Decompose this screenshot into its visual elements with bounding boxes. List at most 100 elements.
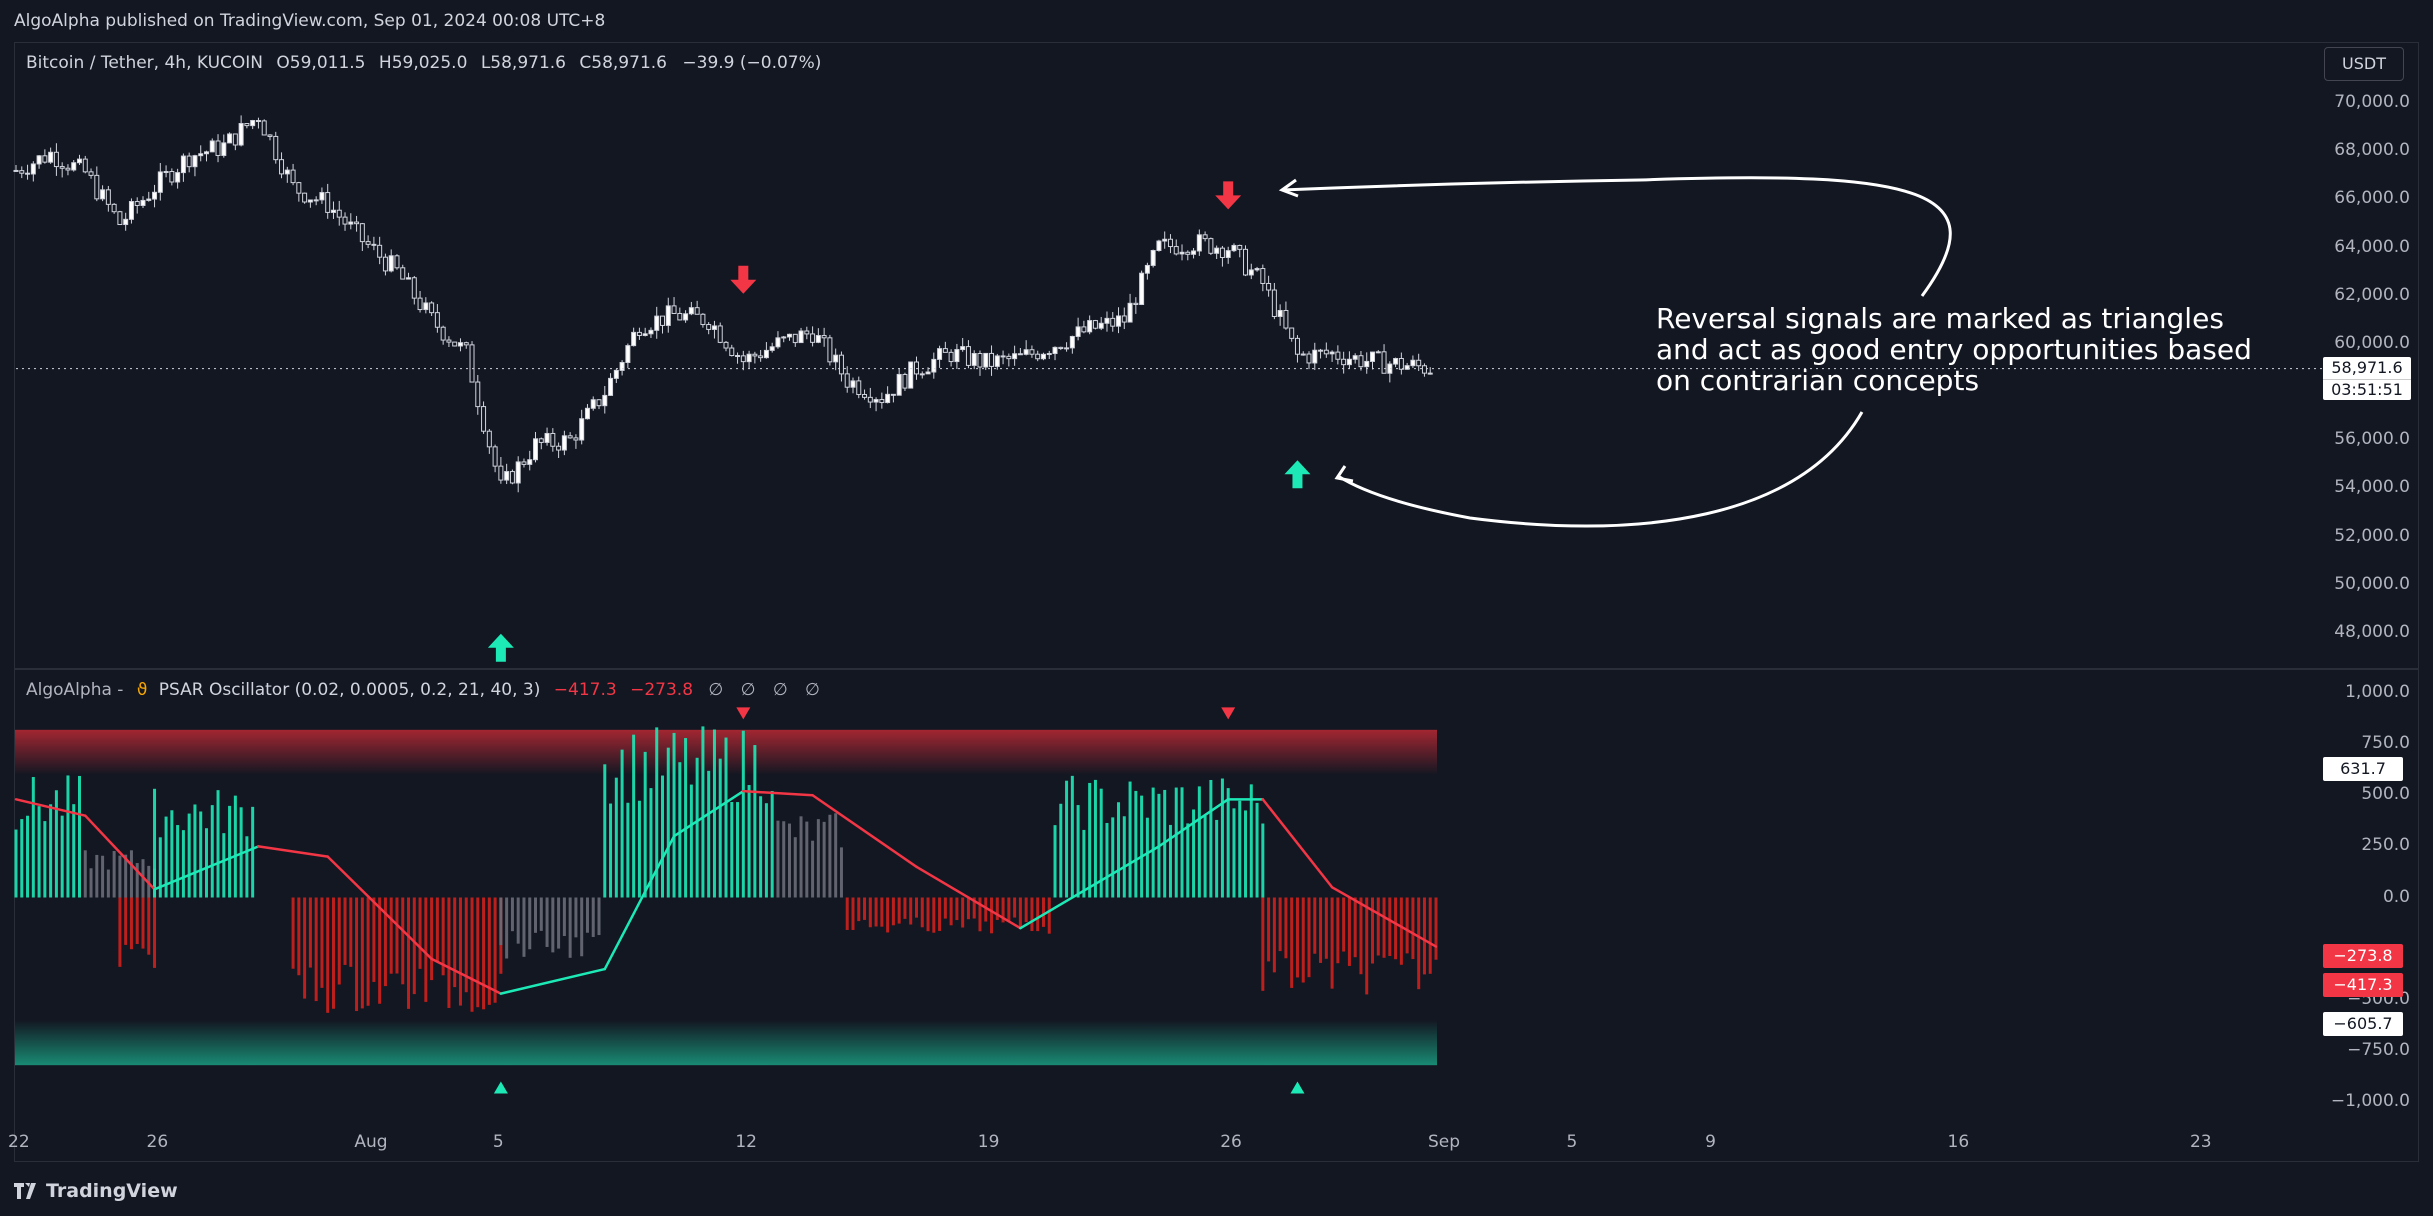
oscillator-bar xyxy=(360,897,364,1009)
oscillator-bar xyxy=(966,897,970,920)
oscillator-bar xyxy=(955,897,959,921)
time-axis-label: Sep xyxy=(1428,1132,1461,1152)
candle-body xyxy=(844,373,850,388)
oscillator-bar xyxy=(141,897,145,949)
candle-body xyxy=(683,313,689,321)
oscillator-bar xyxy=(591,897,595,937)
oscillator-bar xyxy=(1151,787,1155,898)
indicator-title[interactable]: PSAR Oscillator (0.02, 0.0005, 0.2, 21, … xyxy=(158,680,541,700)
oscillator-bar xyxy=(1249,784,1253,898)
oscillator-bar xyxy=(1411,897,1415,960)
pane-separator[interactable] xyxy=(15,668,2418,670)
candle-body xyxy=(838,354,844,375)
oscillator-bar xyxy=(914,897,918,918)
candle-body xyxy=(163,171,169,174)
main-legend[interactable]: Bitcoin / Tether, 4h, KUCOIN O59,011.5 H… xyxy=(26,53,821,73)
oscillator-bar xyxy=(493,897,497,1003)
candle-body xyxy=(527,459,533,465)
oscillator-bar xyxy=(1047,897,1051,934)
oscillator-bar xyxy=(938,897,942,931)
value-tag-low: −605.7 xyxy=(2323,1012,2403,1036)
candle-body xyxy=(515,461,521,484)
oscillator-bar xyxy=(308,897,312,968)
oscillator-bar xyxy=(712,729,716,898)
oscillator-signal-line xyxy=(1261,798,1334,889)
oscillator-bar xyxy=(672,732,676,898)
time-axis-label: 19 xyxy=(977,1132,1000,1152)
signal-down-arrow-icon xyxy=(1215,181,1242,210)
oscillator-bar xyxy=(193,804,197,898)
oscillator-bar xyxy=(95,854,99,898)
oscillator-bar xyxy=(355,897,359,1012)
oscillator-bar xyxy=(1399,897,1403,965)
candle-body xyxy=(746,353,752,363)
candle-body xyxy=(1243,248,1249,276)
candle-body xyxy=(1294,337,1300,355)
price-axis-label: 70,000.0 xyxy=(2334,92,2410,112)
candle-body xyxy=(1398,358,1404,370)
candle-body xyxy=(1329,351,1335,355)
candle-body xyxy=(1364,360,1370,368)
oscillator-bar xyxy=(1261,823,1265,898)
price-axis-label: 52,000.0 xyxy=(2334,525,2410,546)
candle-body xyxy=(382,256,388,272)
oscillator-bar xyxy=(637,800,641,898)
oscillator-bar xyxy=(14,829,18,898)
candle-body xyxy=(1035,353,1041,360)
value-tag-red-2: −417.3 xyxy=(2323,973,2403,997)
candle-body xyxy=(434,312,440,328)
time-axis-label: 9 xyxy=(1705,1132,1716,1152)
oscillator-bar xyxy=(1140,795,1144,898)
oscillator-bar xyxy=(695,757,699,898)
candle-body xyxy=(688,307,694,315)
candle-body xyxy=(325,192,331,213)
candle-body xyxy=(1110,317,1116,327)
last-price-tag: 58,971.6 03:51:51 xyxy=(2323,357,2411,400)
candle-body xyxy=(82,158,88,173)
candle-body xyxy=(729,347,735,357)
oscillator-bar xyxy=(614,777,618,898)
oscillator-bar xyxy=(49,804,53,898)
candle-body xyxy=(59,166,65,169)
candle-body xyxy=(1081,326,1087,333)
oscillator-bar xyxy=(216,790,220,898)
oscillator-bar xyxy=(1203,815,1207,898)
oscillator-bar xyxy=(851,897,855,930)
candle-body xyxy=(994,355,1000,367)
candle-body xyxy=(1023,349,1029,355)
oscillator-bar xyxy=(701,726,705,898)
candle-body xyxy=(1421,365,1427,374)
indicator-legend[interactable]: AlgoAlpha - ϑ PSAR Oscillator (0.02, 0.0… xyxy=(26,680,826,700)
oscillator-bar xyxy=(407,897,411,1009)
candle-body xyxy=(1121,315,1127,323)
candle-body xyxy=(942,348,948,353)
oscillator-bar xyxy=(1186,823,1190,898)
candle-body xyxy=(180,155,186,174)
price-axis-label: 66,000.0 xyxy=(2334,188,2410,209)
oscillator-signal-line xyxy=(257,845,329,858)
candle-body xyxy=(677,312,683,321)
oscillator-bar xyxy=(1405,897,1409,954)
candle-body xyxy=(88,171,94,176)
oscillator-bar xyxy=(516,897,520,944)
candle-body xyxy=(717,325,723,343)
candle-body xyxy=(631,331,637,347)
candle-body xyxy=(1427,372,1433,375)
candle-body xyxy=(1346,358,1352,366)
candle-body xyxy=(215,140,221,156)
candle-body xyxy=(417,297,423,311)
candle-body xyxy=(596,399,602,407)
oscillator-bar xyxy=(412,897,416,995)
candle-body xyxy=(590,399,596,409)
oscillator-bar xyxy=(395,897,399,974)
oscillator-bar xyxy=(1007,897,1011,921)
oscillator-bar xyxy=(389,897,393,974)
oscillator-bar xyxy=(487,897,491,1005)
symbol-label[interactable]: Bitcoin / Tether, 4h, KUCOIN xyxy=(26,53,263,73)
oscillator-bar xyxy=(787,823,791,898)
candle-body xyxy=(908,361,914,389)
oscillator-bar xyxy=(1359,897,1363,975)
tradingview-brand[interactable]: TradingView xyxy=(14,1180,178,1202)
currency-button[interactable]: USDT xyxy=(2324,47,2404,81)
